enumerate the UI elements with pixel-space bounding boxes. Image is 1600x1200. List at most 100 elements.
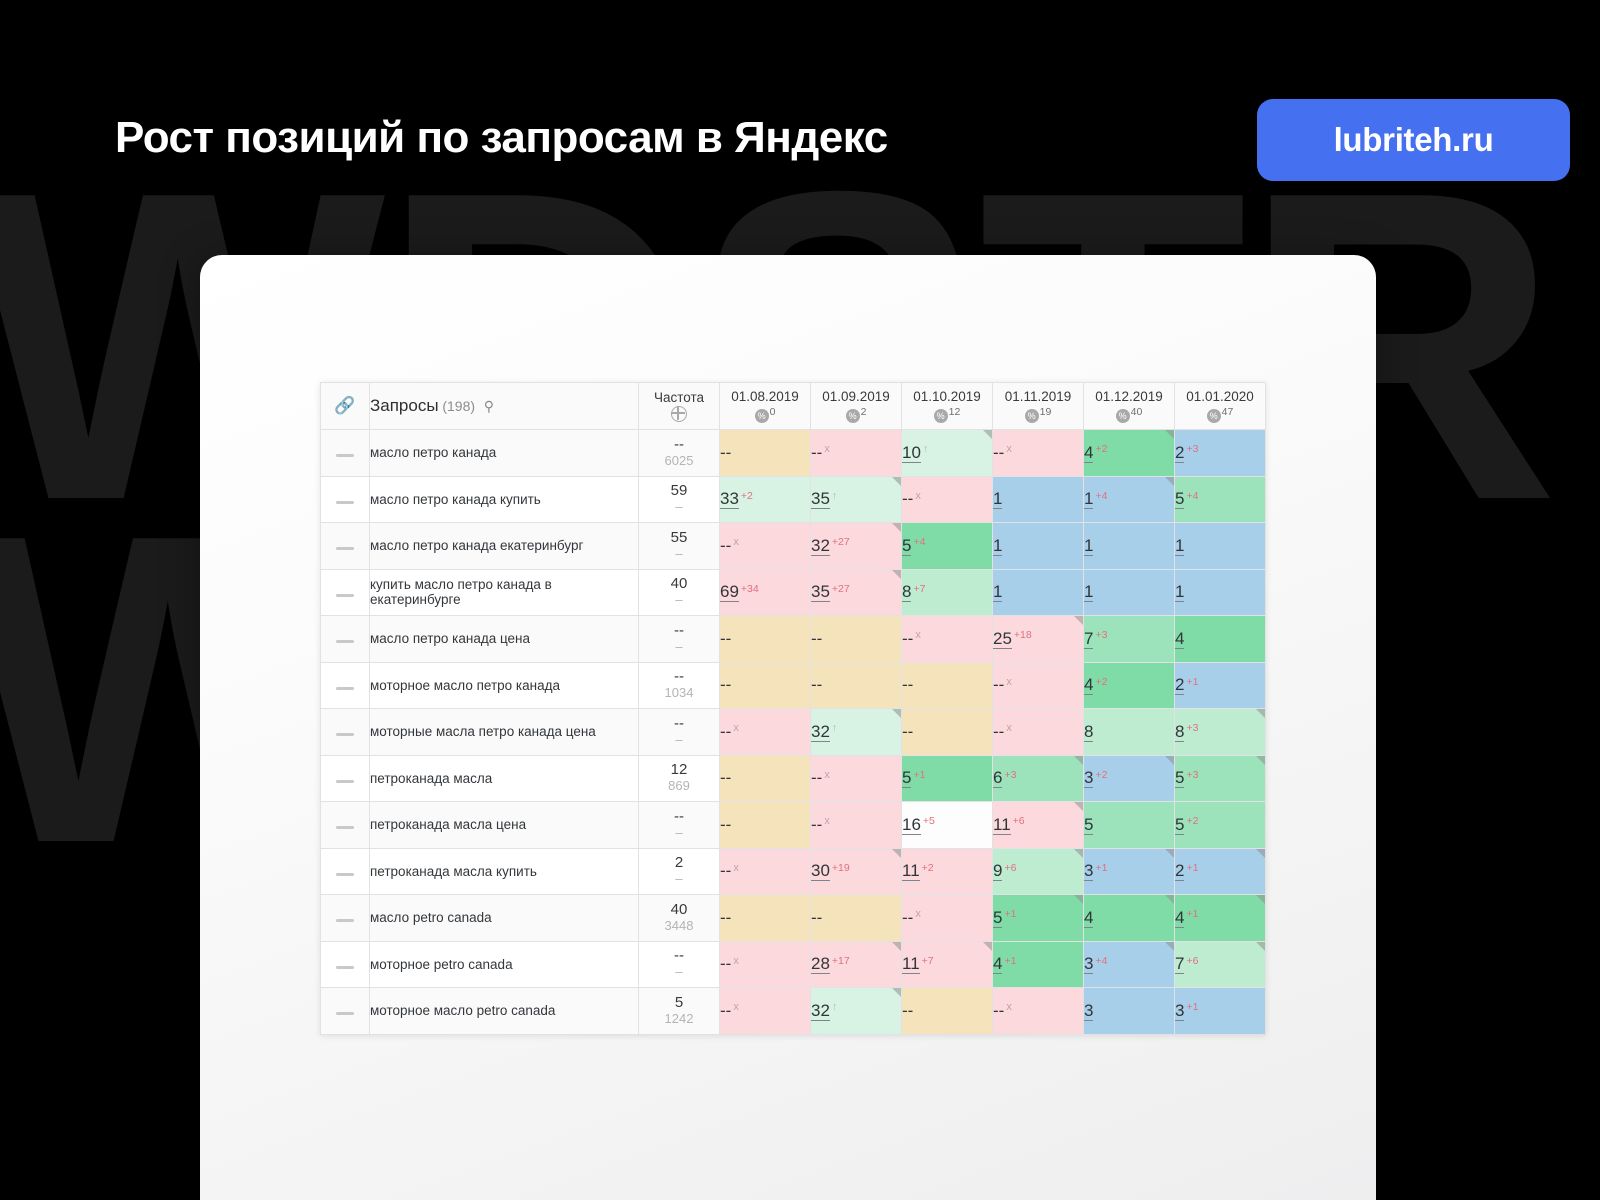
table-row[interactable]: петроканада масла 12 869 -- -- x 5 +1 6 +3 3 +2 5 +3 [320, 754, 1266, 802]
drag-handle-icon[interactable] [336, 779, 354, 783]
position-cell[interactable]: 1 [1083, 568, 1175, 616]
row-drag-handle[interactable] [320, 940, 370, 988]
position-cell[interactable]: 1 [992, 568, 1084, 616]
position-cell[interactable]: 2 +1 [1174, 661, 1266, 709]
row-drag-handle[interactable] [320, 801, 370, 849]
position-cell[interactable]: 3 [1083, 987, 1175, 1035]
position-cell[interactable]: 3 +2 [1083, 754, 1175, 802]
position-cell[interactable]: -- [901, 661, 993, 709]
position-cell[interactable]: -- x [810, 754, 902, 802]
position-cell[interactable]: 5 +1 [992, 894, 1084, 942]
query-cell[interactable]: масло petro canada [369, 894, 639, 942]
position-cell[interactable]: -- x [901, 615, 993, 663]
position-cell[interactable]: -- x [810, 801, 902, 849]
query-cell[interactable]: масло петро канада цена [369, 615, 639, 663]
search-icon[interactable]: ⚲ [483, 398, 495, 414]
row-drag-handle[interactable] [320, 475, 370, 523]
drag-handle-icon[interactable] [336, 965, 354, 969]
query-cell[interactable]: масло петро канада [369, 429, 639, 477]
row-drag-handle[interactable] [320, 522, 370, 570]
position-cell[interactable]: 4 [1083, 894, 1175, 942]
row-drag-handle[interactable] [320, 894, 370, 942]
position-cell[interactable]: 7 +6 [1174, 940, 1266, 988]
position-cell[interactable]: 1 +4 [1083, 475, 1175, 523]
drag-handle-icon[interactable] [336, 1012, 354, 1016]
drag-handle-icon[interactable] [336, 547, 354, 551]
row-drag-handle[interactable] [320, 661, 370, 709]
query-cell[interactable]: моторное масло petro canada [369, 987, 639, 1035]
drag-handle-icon[interactable] [336, 919, 354, 923]
query-cell[interactable]: моторное масло петро канада [369, 661, 639, 709]
row-drag-handle[interactable] [320, 708, 370, 756]
queries-column-header[interactable]: Запросы (198) ⚲ [369, 382, 639, 430]
position-cell[interactable]: 35 ↑ [810, 475, 902, 523]
table-row[interactable]: моторное petro canada -- – -- x 28 +17 11 +7 4 +1 3… [320, 940, 1266, 988]
position-cell[interactable]: 2 +3 [1174, 429, 1266, 477]
table-row[interactable]: масло петро канада купить 59–33 +2 35 ↑ -- x 1 1… [320, 475, 1266, 523]
position-cell[interactable]: 4 +1 [1174, 894, 1266, 942]
drag-handle-icon[interactable] [336, 686, 354, 690]
row-drag-handle[interactable] [320, 568, 370, 616]
position-cell[interactable]: 28 +17 [810, 940, 902, 988]
drag-handle-icon[interactable] [336, 872, 354, 876]
row-drag-handle[interactable] [320, 987, 370, 1035]
row-drag-handle[interactable] [320, 429, 370, 477]
position-cell[interactable]: 11 +6 [992, 801, 1084, 849]
date-column-header[interactable]: 01.12.2019 % 40 [1083, 382, 1175, 430]
position-cell[interactable]: -- [901, 708, 993, 756]
position-cell[interactable]: 5 +1 [901, 754, 993, 802]
row-drag-handle[interactable] [320, 615, 370, 663]
position-cell[interactable]: 1 [1174, 568, 1266, 616]
drag-handle-icon[interactable] [336, 733, 354, 737]
position-cell[interactable]: -- [719, 429, 811, 477]
position-cell[interactable]: 5 +4 [1174, 475, 1266, 523]
position-cell[interactable]: -- x [992, 987, 1084, 1035]
position-cell[interactable]: 32 +27 [810, 522, 902, 570]
position-cell[interactable]: -- [719, 661, 811, 709]
table-row[interactable]: моторные масла петро канада цена -- – -- x 32… [320, 708, 1266, 756]
position-cell[interactable]: -- x [901, 894, 993, 942]
position-cell[interactable]: 4 +2 [1083, 429, 1175, 477]
table-row[interactable]: масло petro canada 40 3448 -- -- -- x 5 +1 4 4 +1 [320, 894, 1266, 942]
position-cell[interactable]: -- [901, 987, 993, 1035]
position-cell[interactable]: 32 ↑ [810, 987, 902, 1035]
position-cell[interactable]: 2 +1 [1174, 847, 1266, 895]
drag-handle-icon[interactable] [336, 826, 354, 830]
position-cell[interactable]: 1 [992, 522, 1084, 570]
table-row[interactable]: моторное масло петро канада -- 1034 -- -- -- -… [320, 661, 1266, 709]
table-row[interactable]: масло петро канада цена -- – -- -- -- x 25 +18 7 +… [320, 615, 1266, 663]
position-cell[interactable]: 1 [992, 475, 1084, 523]
query-cell[interactable]: купить масло петро канада в екатеринбург… [369, 568, 639, 616]
position-cell[interactable]: -- [719, 615, 811, 663]
position-cell[interactable]: 9 +6 [992, 847, 1084, 895]
position-cell[interactable]: -- [810, 894, 902, 942]
table-row[interactable]: масло петро канада -- 6025 -- -- x 10 ↑ -- x 4 +2 2 +… [320, 429, 1266, 477]
table-row[interactable]: масло петро канада екатеринбург 55– -- x 32 +… [320, 522, 1266, 570]
position-cell[interactable]: 3 +1 [1083, 847, 1175, 895]
position-cell[interactable]: -- [719, 894, 811, 942]
position-cell[interactable]: 10 ↑ [901, 429, 993, 477]
table-row[interactable]: петроканада масла купить 2– -- x 30 +19 11 +2 9 +… [320, 847, 1266, 895]
drag-handle-icon[interactable] [336, 500, 354, 504]
position-cell[interactable]: -- x [992, 661, 1084, 709]
position-cell[interactable]: 8 [1083, 708, 1175, 756]
position-cell[interactable]: 11 +7 [901, 940, 993, 988]
position-cell[interactable]: 32 ↑ [810, 708, 902, 756]
position-cell[interactable]: 3 +1 [1174, 987, 1266, 1035]
position-cell[interactable]: 25 +18 [992, 615, 1084, 663]
position-cell[interactable]: 6 +3 [992, 754, 1084, 802]
table-row[interactable]: купить масло петро канада в екатеринбург… [320, 568, 1266, 616]
position-cell[interactable]: 16 +5 [901, 801, 993, 849]
row-drag-handle[interactable] [320, 847, 370, 895]
position-cell[interactable]: 1 [1174, 522, 1266, 570]
query-cell[interactable]: масло петро канада екатеринбург [369, 522, 639, 570]
query-cell[interactable]: моторное petro canada [369, 940, 639, 988]
position-cell[interactable]: 8 +3 [1174, 708, 1266, 756]
position-cell[interactable]: 8 +7 [901, 568, 993, 616]
position-cell[interactable]: -- x [719, 522, 811, 570]
position-cell[interactable]: -- x [992, 708, 1084, 756]
position-cell[interactable]: 11 +2 [901, 847, 993, 895]
position-cell[interactable]: 5 +4 [901, 522, 993, 570]
position-cell[interactable]: -- [810, 615, 902, 663]
position-cell[interactable]: -- x [810, 429, 902, 477]
